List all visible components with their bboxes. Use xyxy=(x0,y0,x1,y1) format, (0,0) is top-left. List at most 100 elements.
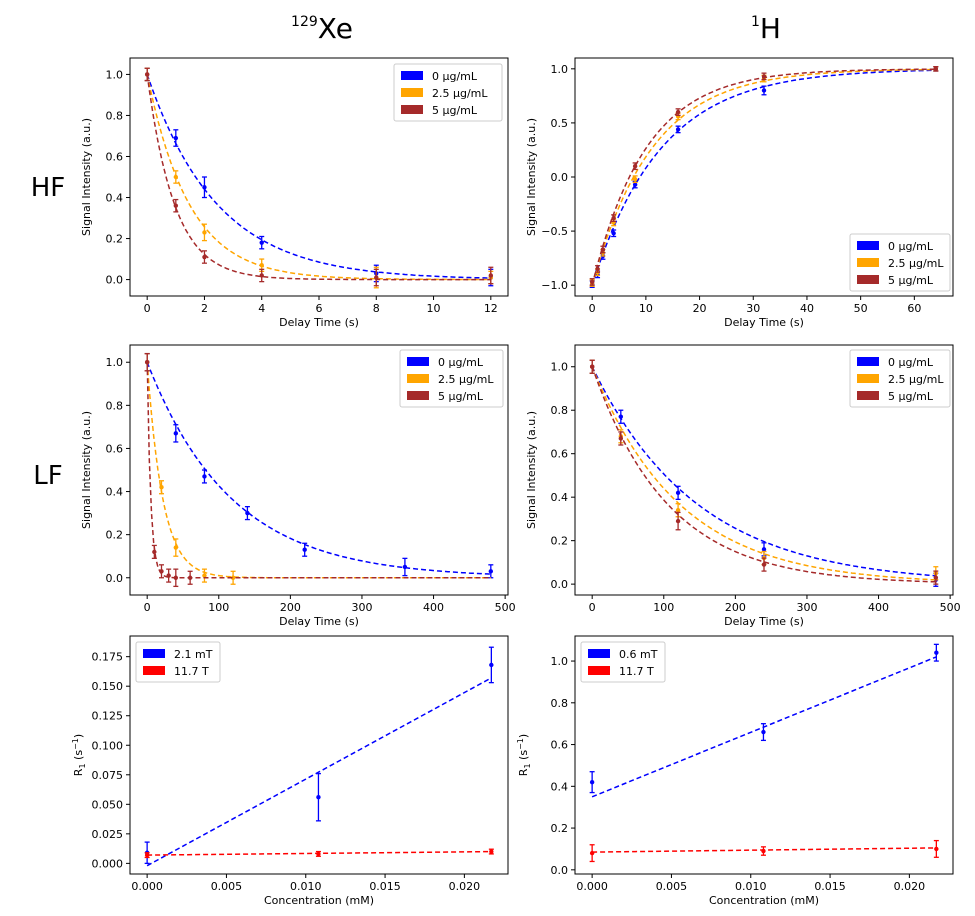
data-point xyxy=(632,176,638,182)
legend: 0.6 mT 11.7 T xyxy=(580,641,666,683)
data-point xyxy=(600,247,606,252)
y-tick-label: 1.0 xyxy=(551,655,569,668)
legend-swatch xyxy=(857,357,879,366)
x-tick-label: 0.010 xyxy=(290,880,322,893)
data-point xyxy=(202,254,207,260)
y-tick-label: 1.0 xyxy=(106,68,124,81)
x-tick-label: 2 xyxy=(201,302,208,315)
axes-frame xyxy=(574,635,954,875)
x-tick-label: 0 xyxy=(589,302,596,315)
data-point xyxy=(144,852,150,858)
y-tick-label: 0.0 xyxy=(551,171,569,184)
legend-label: 0 µg/mL xyxy=(438,356,484,369)
y-tick-label: 0.4 xyxy=(106,486,124,499)
x-tick-label: 0.010 xyxy=(735,880,767,893)
data-point xyxy=(489,662,494,668)
y-tick-label: 0.175 xyxy=(92,651,124,664)
x-tick-label: 0.000 xyxy=(131,880,163,893)
y-tick-label: 0.2 xyxy=(551,535,569,548)
data-point xyxy=(230,575,236,580)
data-point xyxy=(259,263,264,268)
y-tick-label: 0.5 xyxy=(551,117,569,130)
legend-swatch xyxy=(401,71,423,80)
y-tick-label: −1.0 xyxy=(541,279,568,292)
legend-swatch xyxy=(407,357,429,366)
x-axis-label: Concentration (mM) xyxy=(709,894,819,907)
data-point xyxy=(259,273,264,278)
fit-line xyxy=(146,677,492,867)
x-tick-label: 0.020 xyxy=(449,880,481,893)
y-tick-label: 0.000 xyxy=(92,857,124,870)
x-tick-label: 12 xyxy=(484,302,498,315)
y-tick-label: 0.8 xyxy=(106,399,124,412)
y-tick-label: 0.8 xyxy=(106,109,124,122)
data-point xyxy=(761,547,767,552)
fit-line xyxy=(591,366,936,583)
data-point xyxy=(152,549,157,555)
y-axis-label: R1 (s−1) xyxy=(516,734,532,776)
data-point xyxy=(589,779,595,785)
x-axis-label: Delay Time (s) xyxy=(724,615,804,628)
legend-label: 5 µg/mL xyxy=(432,104,478,117)
legend-swatch xyxy=(857,258,879,267)
fit-line xyxy=(591,656,937,798)
x-tick-label: 40 xyxy=(800,302,814,315)
row-label-lf: LF xyxy=(33,461,62,491)
data-point xyxy=(618,414,624,419)
x-tick-label: 100 xyxy=(653,601,674,614)
data-point xyxy=(173,431,179,436)
x-axis-label: Concentration (mM) xyxy=(264,894,374,907)
legend: 0 µg/mL 2.5 µg/mL 5 µg/mL xyxy=(849,349,951,408)
data-point xyxy=(675,518,681,524)
y-tick-label: 0.150 xyxy=(92,680,124,693)
legend-swatch xyxy=(857,241,879,250)
column-title-h: 1H xyxy=(751,12,781,45)
x-tick-label: 200 xyxy=(280,601,301,614)
data-point xyxy=(611,231,616,236)
data-point xyxy=(374,275,379,280)
chart-panel-h-r1: 0.000 0.005 0.010 0.015 0.020 0.0 0.2 0.4 0.6 0.8… xyxy=(516,635,954,907)
x-axis-label: Delay Time (s) xyxy=(279,316,359,329)
data-point xyxy=(316,795,321,800)
legend-label: 2.1 mT xyxy=(174,648,213,661)
axes-frame xyxy=(574,57,954,297)
data-point xyxy=(589,850,595,856)
y-tick-label: 0.8 xyxy=(551,697,569,710)
legend-swatch xyxy=(407,374,429,383)
x-tick-label: 400 xyxy=(868,601,889,614)
x-tick-label: 300 xyxy=(796,601,817,614)
x-tick-label: 500 xyxy=(940,601,961,614)
x-tick-label: 500 xyxy=(495,601,516,614)
data-point xyxy=(675,109,681,115)
x-axis-label: Delay Time (s) xyxy=(724,316,804,329)
data-point xyxy=(245,510,250,516)
data-point xyxy=(316,851,321,857)
axes-frame xyxy=(574,344,954,596)
fit-line xyxy=(146,362,491,579)
data-point xyxy=(488,273,494,278)
y-axis-label: R1 (s−1) xyxy=(71,734,87,776)
y-axis-label: Signal Intensity (a.u.) xyxy=(80,118,93,236)
legend-label: 0.6 mT xyxy=(619,648,658,661)
data-point xyxy=(159,569,164,574)
x-tick-label: 50 xyxy=(854,302,868,315)
data-point xyxy=(632,182,638,187)
legend-label: 0 µg/mL xyxy=(888,356,934,369)
legend-swatch xyxy=(143,649,165,658)
data-point xyxy=(173,545,179,550)
y-tick-label: 0.025 xyxy=(92,828,124,841)
data-point xyxy=(202,230,207,235)
data-point xyxy=(173,203,179,208)
x-tick-label: 400 xyxy=(423,601,444,614)
x-tick-label: 60 xyxy=(907,302,921,315)
legend-swatch xyxy=(143,666,165,675)
x-tick-label: 0.015 xyxy=(369,880,401,893)
data-point xyxy=(675,508,681,513)
data-point xyxy=(675,127,681,132)
x-tick-label: 6 xyxy=(316,302,323,315)
legend-label: 2.5 µg/mL xyxy=(432,87,488,100)
y-tick-label: 0.6 xyxy=(551,448,569,461)
y-tick-label: 0.100 xyxy=(92,739,124,752)
legend-label: 0 µg/mL xyxy=(432,70,478,83)
